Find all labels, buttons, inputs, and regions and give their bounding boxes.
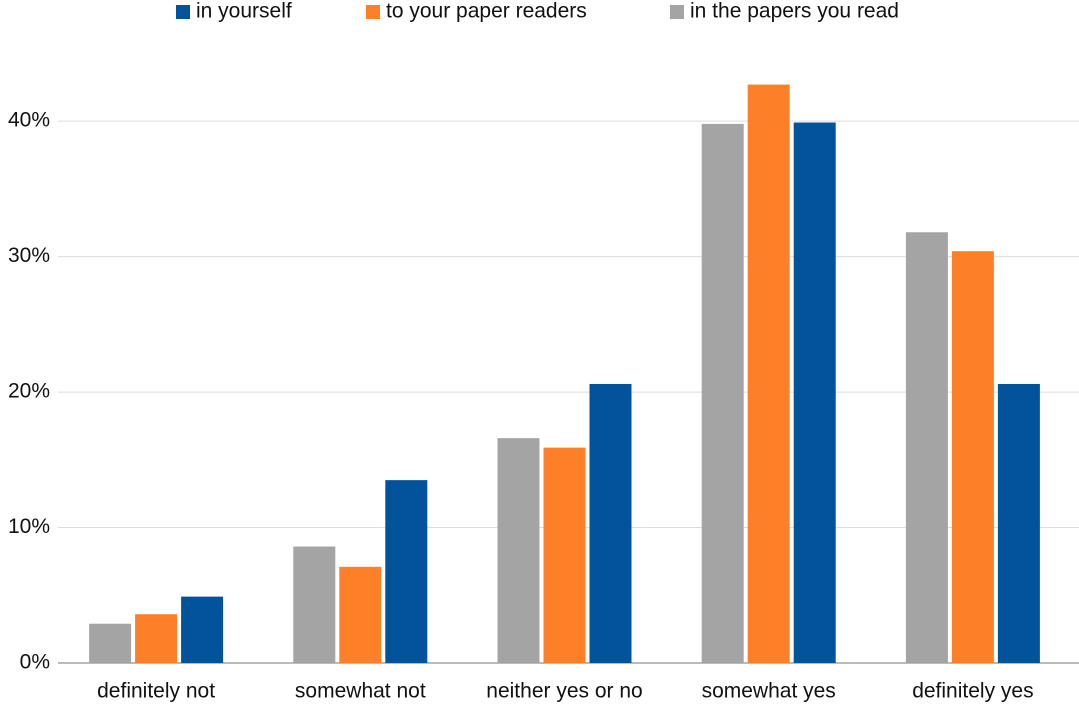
- legend-swatch: [176, 5, 190, 19]
- legend-swatch: [366, 5, 380, 19]
- x-tick-label: somewhat not: [295, 680, 426, 703]
- legend-label: in yourself: [196, 0, 292, 23]
- y-tick-label: 10%: [8, 515, 50, 538]
- bar: [293, 546, 336, 663]
- bar: [701, 123, 744, 663]
- x-tick-label: neither yes or no: [486, 680, 642, 703]
- bar: [497, 438, 540, 663]
- bar: [589, 383, 632, 663]
- y-tick-label: 40%: [8, 109, 50, 132]
- legend-swatch: [670, 5, 684, 19]
- bar: [793, 122, 836, 663]
- legend-label: to your paper readers: [386, 0, 587, 23]
- bar: [543, 447, 586, 663]
- y-tick-label: 30%: [8, 244, 50, 267]
- x-tick-label: definitely yes: [912, 680, 1033, 703]
- bar: [89, 623, 132, 663]
- x-tick-label: somewhat yes: [702, 680, 836, 703]
- bar: [997, 383, 1040, 663]
- bar: [905, 232, 948, 663]
- bar: [951, 251, 994, 663]
- bar: [385, 480, 428, 663]
- legend-label: in the papers you read: [690, 0, 899, 23]
- x-tick-label: definitely not: [97, 680, 215, 703]
- bar: [747, 84, 790, 664]
- bar: [135, 614, 178, 663]
- y-tick-label: 20%: [8, 380, 50, 403]
- y-tick-label: 0%: [20, 651, 50, 674]
- bar: [339, 566, 382, 663]
- bar: [181, 596, 224, 663]
